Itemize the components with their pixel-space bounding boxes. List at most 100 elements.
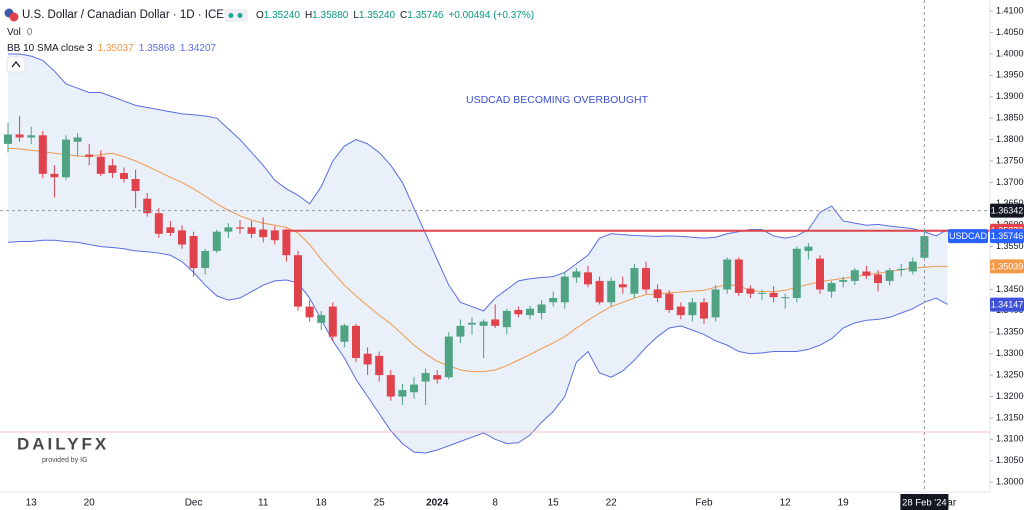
candle-body xyxy=(526,308,534,316)
y-tick-label: 1.39000 xyxy=(996,91,1024,101)
logo-tagline: provided by IG xyxy=(42,457,88,464)
candle-body xyxy=(433,375,442,380)
candle-body xyxy=(224,227,233,232)
volume-value: 0 xyxy=(27,27,33,38)
x-tick-label: 22 xyxy=(606,498,618,509)
symbol: U.S. Dollar / Canadian Dollar · 1D · ICE xyxy=(22,9,224,21)
collapse-button[interactable] xyxy=(6,56,26,73)
status-icon[interactable] xyxy=(224,9,248,22)
candle-body xyxy=(398,390,407,397)
crosshair-date: 28 Feb '24 xyxy=(902,498,947,509)
candle-body xyxy=(282,229,291,256)
candle-body xyxy=(236,227,244,229)
y-tick-label: 1.40500 xyxy=(996,27,1024,37)
candle-body xyxy=(792,248,801,299)
candle-body xyxy=(178,230,186,245)
candle-body xyxy=(27,135,36,138)
candle-body xyxy=(456,325,465,337)
candle-body xyxy=(363,353,372,365)
candle-body xyxy=(769,292,778,298)
candle-body xyxy=(560,276,569,303)
price-badge-label: 1.35039 xyxy=(991,261,1024,271)
y-tick-label: 1.35500 xyxy=(996,241,1024,251)
candle-body xyxy=(839,280,848,282)
price-badge-label: 1.34147 xyxy=(991,299,1024,309)
candle-body xyxy=(688,302,697,316)
candle-body xyxy=(270,230,279,241)
candle-body xyxy=(885,270,894,281)
indicator-value: 1.34207 xyxy=(180,43,217,54)
candle-body xyxy=(375,355,384,376)
x-tick-label: 12 xyxy=(780,498,792,509)
candle-body xyxy=(711,289,720,318)
candle-body xyxy=(352,325,360,358)
x-tick-label: Feb xyxy=(695,498,713,509)
candle-body xyxy=(294,255,302,307)
candle-body xyxy=(305,306,314,318)
y-tick-label: 1.38000 xyxy=(996,134,1024,144)
price-badge xyxy=(990,229,1024,244)
candle-body xyxy=(781,297,790,299)
candle-body xyxy=(444,336,453,378)
candle-body xyxy=(131,178,140,191)
candle-body xyxy=(166,227,175,233)
price-badge xyxy=(990,203,1024,218)
x-tick-label: 8 xyxy=(492,498,498,509)
y-tick-label: 1.31000 xyxy=(996,434,1024,444)
candle-body xyxy=(514,310,523,315)
lower-band xyxy=(7,239,948,454)
change: +0.00494 (+0.37%) xyxy=(448,10,534,21)
indicator-line: BB 10 SMA close 3 1.35037 1.35868 1.34207 xyxy=(7,43,217,54)
ohlc-value: 1.35746 xyxy=(407,10,444,21)
candle-body xyxy=(479,321,488,326)
ohlc-label: H xyxy=(305,10,312,21)
ohlc-label: O xyxy=(256,10,264,21)
indicator-value: 1.35037 xyxy=(98,43,135,54)
candle-body xyxy=(804,246,813,251)
y-tick-label: 1.36500 xyxy=(996,198,1024,208)
ohlc-value: 1.35240 xyxy=(359,10,396,21)
x-tick-label: 2024 xyxy=(426,498,449,509)
candle-body xyxy=(212,231,221,251)
candle-body xyxy=(630,268,639,294)
y-tick-label: 1.31500 xyxy=(996,412,1024,422)
candle-body xyxy=(468,322,476,325)
candle-body xyxy=(108,165,117,173)
volume-line: Vol 0 xyxy=(7,27,33,38)
middle-band xyxy=(7,147,948,373)
indicator-value: 1.35868 xyxy=(139,43,176,54)
candle-body xyxy=(120,172,128,179)
candle-body xyxy=(62,139,70,178)
symbol-badge xyxy=(948,229,988,244)
candle-body xyxy=(317,315,326,323)
x-tick-label: 25 xyxy=(374,498,386,509)
candle-body xyxy=(618,284,627,288)
band-fill xyxy=(8,53,948,454)
upper-band xyxy=(8,53,948,312)
ohlc-value: 1.35240 xyxy=(264,10,301,21)
y-tick-label: 1.37500 xyxy=(996,155,1024,165)
ohlc-line: O1.35240 H1.35880 L1.35240 C1.35746 +0.00494… xyxy=(256,10,534,21)
candle-body xyxy=(386,375,395,397)
candle-body xyxy=(827,283,836,292)
indicator-label: BB 10 SMA close 3 xyxy=(7,43,93,54)
candle-body xyxy=(746,288,755,294)
x-tick-label: 15 xyxy=(548,498,560,509)
x-tick-label: 13 xyxy=(26,498,38,509)
candle-body xyxy=(537,304,546,314)
overlay: U.S. Dollar / Canadian Dollar · 1D · ICE… xyxy=(7,6,1024,510)
candle-body xyxy=(549,298,558,303)
candle-body xyxy=(572,271,581,278)
candle-body xyxy=(908,261,917,272)
x-tick-label: 20 xyxy=(84,498,96,509)
candle-body xyxy=(189,235,198,269)
candle-body xyxy=(758,292,766,294)
candle-body xyxy=(584,272,592,285)
candle-body xyxy=(700,302,708,319)
candle-body xyxy=(96,156,105,174)
candle-body xyxy=(38,135,47,174)
candle-body xyxy=(410,384,418,393)
candle-body xyxy=(247,227,256,234)
